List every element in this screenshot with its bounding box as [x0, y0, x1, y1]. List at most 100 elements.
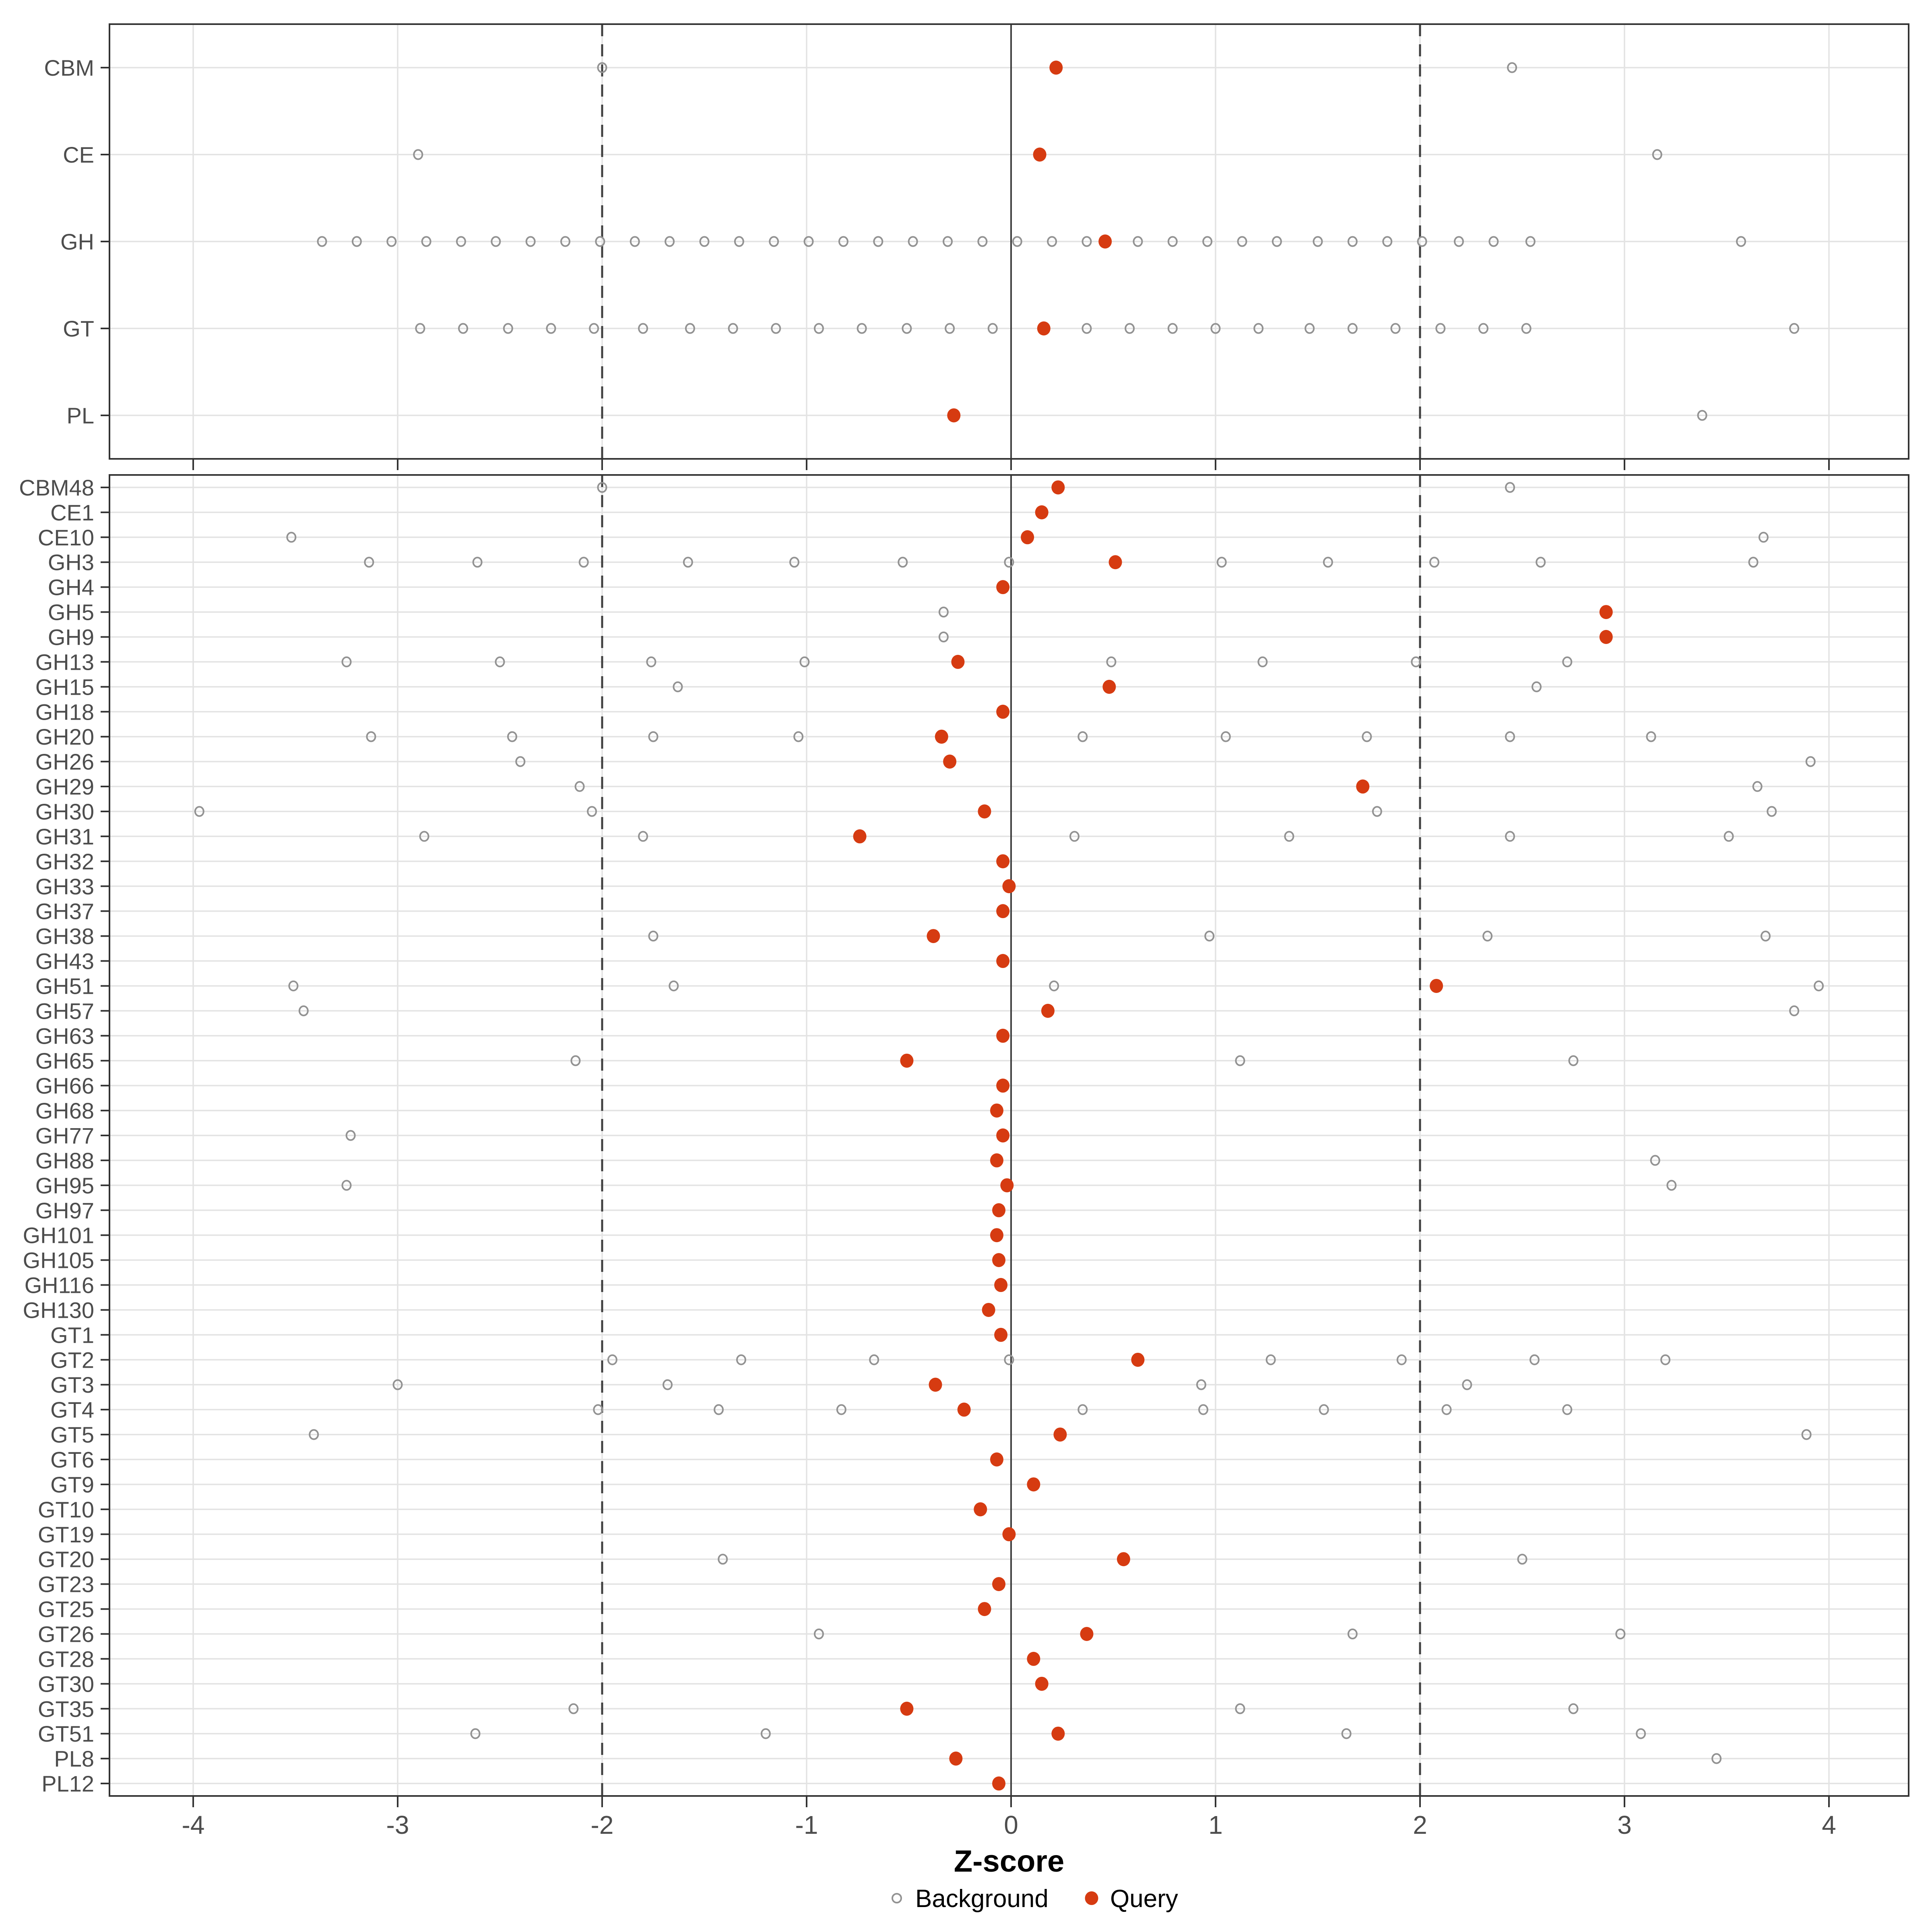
y-tick-label: GT25 — [38, 1597, 94, 1622]
background-point — [597, 62, 607, 73]
background-point — [589, 323, 599, 334]
query-point — [978, 1602, 991, 1616]
query-point — [996, 704, 1010, 719]
y-tick-label: GT26 — [38, 1621, 94, 1647]
background-point — [673, 681, 683, 692]
y-tick-label: GT28 — [38, 1646, 94, 1672]
query-point — [949, 1751, 963, 1766]
background-point — [1271, 236, 1282, 247]
query-point — [1037, 321, 1051, 336]
query-point — [1599, 630, 1613, 644]
y-tick-label: GH31 — [35, 824, 94, 849]
background-point — [1372, 806, 1382, 817]
background-point — [472, 557, 483, 568]
x-tick-label: -2 — [591, 1810, 614, 1839]
background-point — [587, 806, 597, 817]
y-tick-label: GH15 — [35, 674, 94, 700]
y-tick-label: CE — [63, 142, 94, 167]
background-point — [1454, 236, 1464, 247]
y-tick-label: GT2 — [50, 1347, 94, 1373]
background-point — [341, 656, 352, 667]
y-tick-label: CBM48 — [19, 475, 94, 500]
background-point — [869, 1354, 879, 1365]
background-point — [683, 557, 693, 568]
background-point — [630, 236, 640, 247]
y-tick-label: GT35 — [38, 1696, 94, 1721]
background-point — [1752, 781, 1763, 792]
background-point — [760, 1728, 771, 1739]
background-point — [813, 323, 824, 334]
query-point — [943, 754, 957, 769]
background-point — [1525, 236, 1536, 247]
y-tick-label: GT20 — [38, 1547, 94, 1572]
background-point — [364, 557, 374, 568]
y-tick-label: PL12 — [41, 1771, 94, 1796]
background-point — [392, 1379, 403, 1390]
background-point — [1417, 236, 1427, 247]
background-point — [1341, 1728, 1352, 1739]
background-point — [1767, 806, 1777, 817]
background-point — [1650, 1155, 1660, 1166]
query-point — [900, 1053, 914, 1068]
query-point — [1000, 1178, 1014, 1193]
y-tick-label: GH5 — [48, 600, 94, 625]
background-point — [470, 1728, 481, 1739]
query-point — [992, 1776, 1006, 1791]
legend-query-label: Query — [1110, 1885, 1178, 1913]
query-point — [974, 1502, 987, 1517]
background-point — [560, 236, 571, 247]
background-point — [1305, 323, 1315, 334]
y-tick-label: CE1 — [50, 500, 94, 525]
background-point — [857, 323, 867, 334]
background-point — [1210, 323, 1221, 334]
background-point — [415, 323, 425, 334]
background-point — [987, 323, 998, 334]
background-point — [366, 731, 376, 742]
background-point — [578, 557, 589, 568]
background-point — [1257, 656, 1268, 667]
background-point — [1396, 1354, 1407, 1365]
background-point — [525, 236, 536, 247]
query-point — [1051, 1726, 1065, 1741]
y-tick-label: GT6 — [50, 1447, 94, 1472]
background-point — [309, 1429, 319, 1440]
background-point — [736, 1354, 746, 1365]
background-point — [1049, 980, 1059, 991]
x-axis-title: Z-score — [954, 1844, 1065, 1878]
y-tick-label: GH68 — [35, 1098, 94, 1123]
query-point — [996, 904, 1010, 919]
y-tick-label: GT4 — [50, 1397, 94, 1422]
query-point — [996, 954, 1010, 968]
query-point — [1033, 147, 1046, 162]
query-point — [1117, 1552, 1130, 1567]
query-point — [996, 1028, 1010, 1043]
y-tick-label: GT1 — [50, 1322, 94, 1348]
background-point — [194, 806, 204, 817]
query-point — [947, 408, 961, 423]
background-point — [1347, 323, 1358, 334]
query-point — [1021, 530, 1034, 545]
background-point — [938, 632, 949, 643]
background-point — [1711, 1753, 1722, 1764]
query-point — [1098, 234, 1112, 249]
legend-background-label: Background — [915, 1885, 1049, 1913]
background-point — [419, 831, 429, 842]
query-point — [996, 1128, 1010, 1143]
y-tick-label: GH30 — [35, 799, 94, 824]
x-tick-label: 1 — [1208, 1810, 1223, 1839]
background-point — [1106, 656, 1117, 667]
background-point — [771, 323, 781, 334]
y-tick-label: GT30 — [38, 1671, 94, 1697]
background-point — [515, 756, 526, 767]
background-point — [1012, 236, 1022, 247]
background-point — [1801, 1429, 1812, 1440]
background-point — [1004, 557, 1014, 568]
y-tick-label: GH51 — [35, 973, 94, 999]
background-point — [1736, 236, 1746, 247]
background-point — [638, 831, 648, 842]
background-point — [1517, 1554, 1527, 1565]
query-point — [951, 654, 965, 669]
y-tick-label: GH116 — [25, 1273, 94, 1298]
